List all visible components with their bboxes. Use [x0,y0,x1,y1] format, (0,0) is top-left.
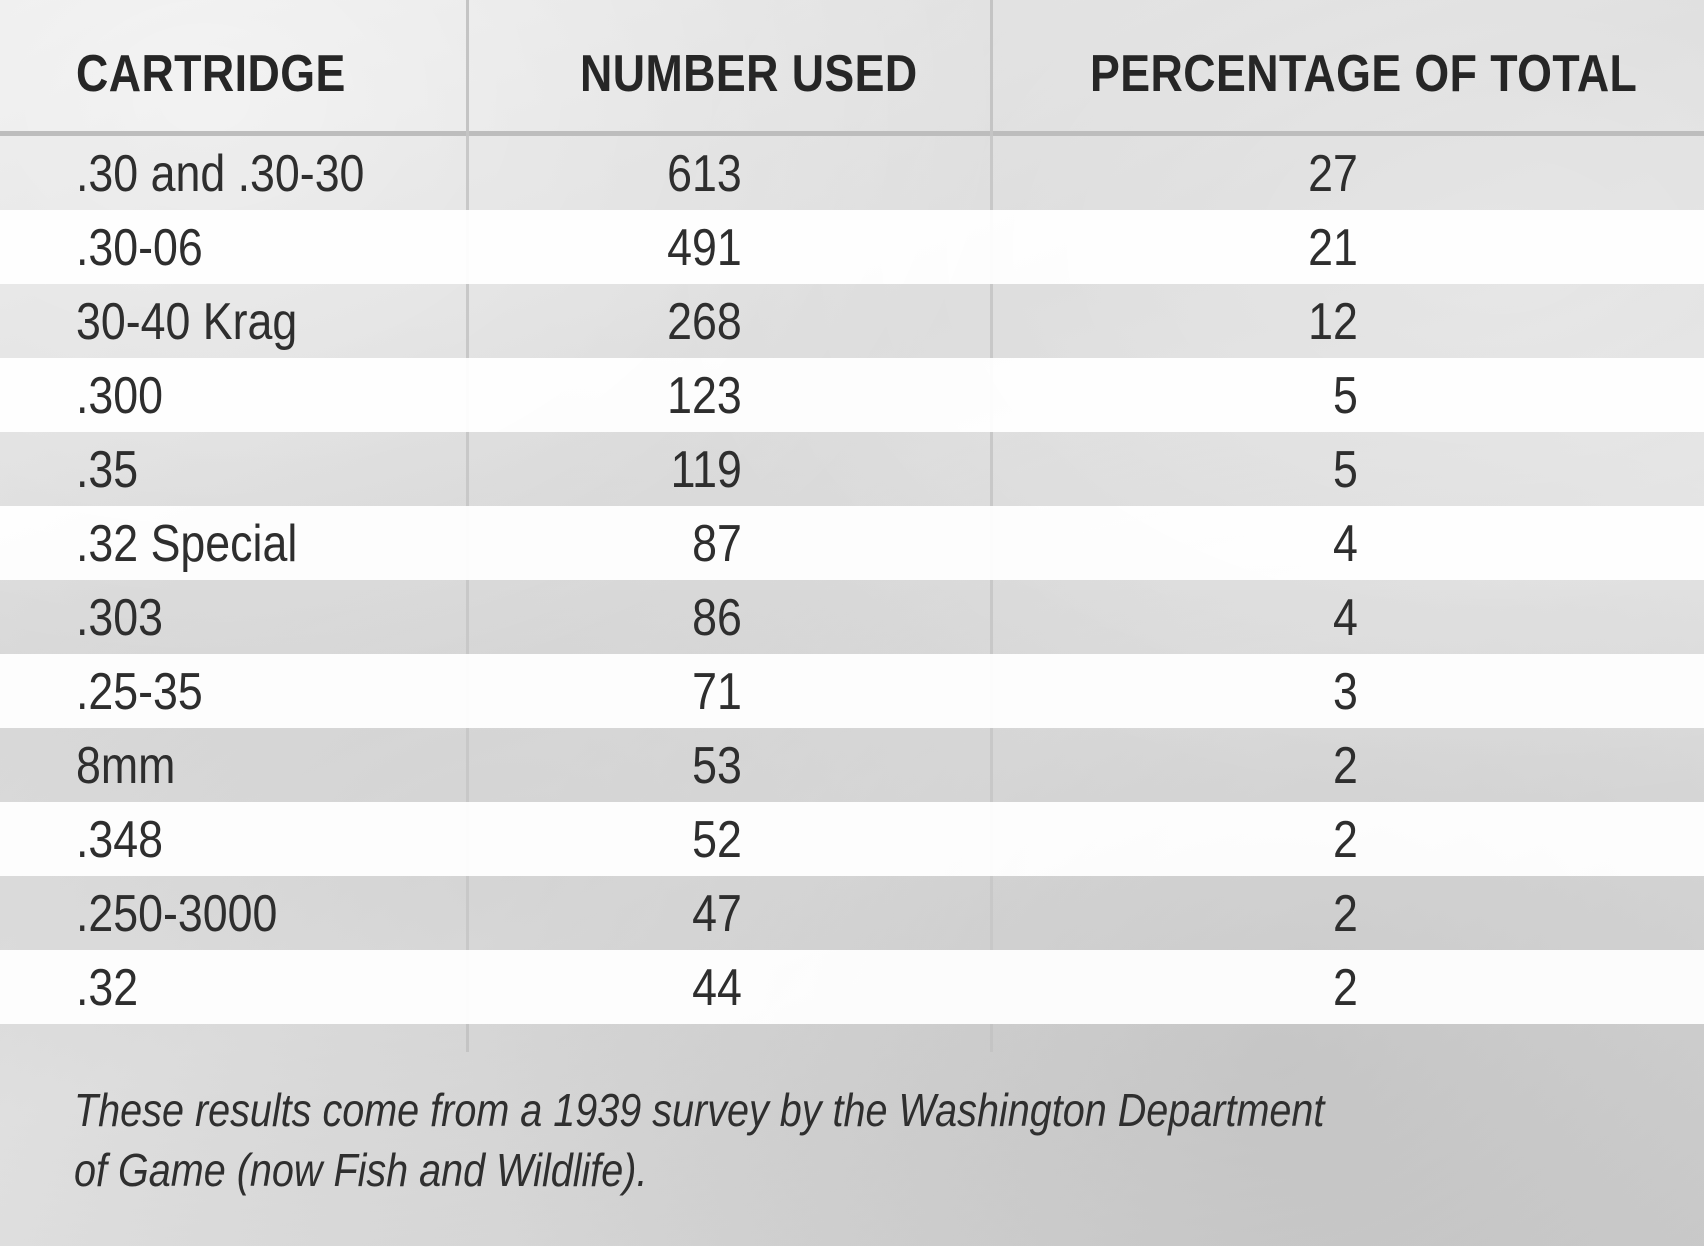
cell-percentage: 2 [1333,959,1358,1017]
cell-percentage: 27 [1308,145,1358,203]
table-row: .250-3000 47 2 [0,876,1704,950]
cell-percentage: 5 [1333,441,1358,499]
table-row: .32 Special 87 4 [0,506,1704,580]
table-row: .32 44 2 [0,950,1704,1024]
table-header: CARTRIDGE NUMBER USED PERCENTAGE OF TOTA… [0,0,1704,136]
cell-cartridge: .250-3000 [76,885,278,943]
table-row: .348 52 2 [0,802,1704,876]
cell-number-used: 52 [692,811,742,869]
cell-cartridge: .300 [76,367,164,425]
cell-cartridge: .348 [76,811,164,869]
table-row: .30 and .30-30 613 27 [0,136,1704,210]
cell-percentage: 4 [1333,589,1358,647]
source-footnote: These results come from a 1939 survey by… [74,1084,1325,1196]
table-row: .25-35 71 3 [0,654,1704,728]
table-row: 8mm 53 2 [0,728,1704,802]
cell-cartridge: 30-40 Krag [76,293,298,351]
header-cartridge: CARTRIDGE [76,45,346,103]
cell-cartridge: .32 Special [76,515,298,573]
cell-number-used: 613 [667,145,742,203]
header-percentage: PERCENTAGE OF TOTAL [1090,45,1638,103]
cell-number-used: 47 [692,885,742,943]
table-row: 30-40 Krag 268 12 [0,284,1704,358]
cell-cartridge: .32 [76,959,139,1017]
cell-number-used: 87 [692,515,742,573]
cell-number-used: 86 [692,589,742,647]
table-body: .30 and .30-30 613 27 .30-06 491 21 30-4… [0,136,1704,1024]
cell-number-used: 268 [667,293,742,351]
table-row: .300 123 5 [0,358,1704,432]
table-row: .35 119 5 [0,432,1704,506]
table-row: .303 86 4 [0,580,1704,654]
cell-percentage: 2 [1333,737,1358,795]
cell-percentage: 2 [1333,885,1358,943]
cell-percentage: 4 [1333,515,1358,573]
cell-percentage: 21 [1308,219,1358,277]
cell-cartridge: .30-06 [76,219,203,277]
cell-percentage: 12 [1308,293,1358,351]
cell-number-used: 491 [667,219,742,277]
cartridge-table: CARTRIDGE NUMBER USED PERCENTAGE OF TOTA… [0,0,1704,1052]
cell-cartridge: .25-35 [76,663,203,721]
cell-number-used: 53 [692,737,742,795]
cell-number-used: 123 [667,367,742,425]
header-number-used: NUMBER USED [580,45,918,103]
cell-percentage: 3 [1333,663,1358,721]
cell-percentage: 2 [1333,811,1358,869]
cell-cartridge: .30 and .30-30 [76,145,365,203]
cell-percentage: 5 [1333,367,1358,425]
cell-cartridge: .303 [76,589,164,647]
cell-number-used: 44 [692,959,742,1017]
table-row: .30-06 491 21 [0,210,1704,284]
cell-cartridge: .35 [76,441,139,499]
cell-cartridge: 8mm [76,737,176,795]
cell-number-used: 119 [670,441,742,499]
cell-number-used: 71 [692,663,742,721]
